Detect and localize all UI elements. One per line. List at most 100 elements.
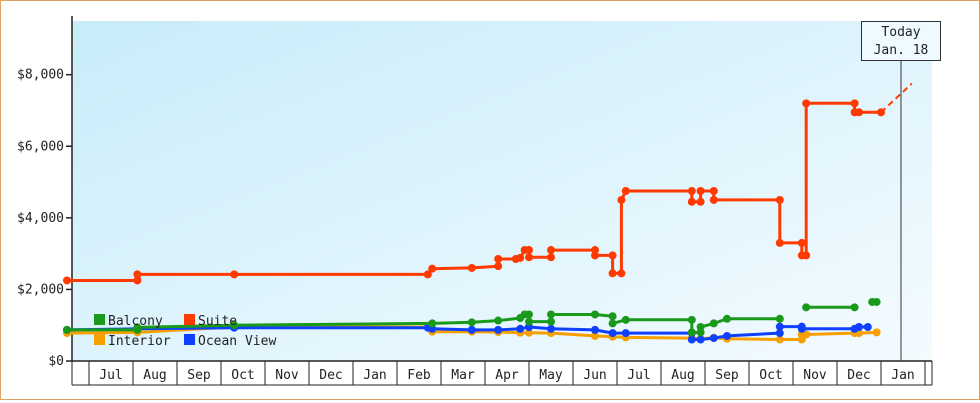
data-point-ocean-view [775,322,784,331]
data-point-balcony [687,328,696,337]
x-tick-label: Jul [627,368,650,383]
legend-label: Ocean View [198,334,276,349]
today-date: Jan. 18 [873,43,929,58]
legend-label: Balcony [108,314,163,329]
data-point-ocean-view [494,325,503,334]
data-point-ocean-view [608,329,617,338]
data-point-balcony [547,310,555,319]
data-point-suite [230,270,239,279]
data-point-suite [547,253,555,262]
x-tick-label: Aug [671,368,694,383]
x-tick-label: Nov [803,368,827,383]
data-point-suite [525,253,533,262]
x-tick-label: Dec [319,368,342,383]
data-point-balcony [687,315,696,324]
series-group [63,82,913,344]
y-tick-label: $8,000 [17,68,64,83]
legend-label: Suite [198,314,237,329]
data-point-balcony [872,297,881,306]
x-tick-label: Oct [759,368,782,383]
series-suite [63,82,913,285]
legend-swatch [184,314,195,325]
data-point-balcony [230,321,239,330]
data-point-suite [608,269,617,278]
data-point-interior [525,328,533,337]
series-ocean-view [63,322,872,344]
data-point-balcony [802,303,811,312]
x-tick-label: Jun [583,368,606,383]
legend: Balcony Suite Interior Ocean View [94,314,276,349]
data-point-balcony [591,310,599,319]
data-point-suite [775,195,784,204]
x-tick-label: Apr [495,368,519,383]
data-point-suite [709,195,718,204]
x-tick-label: Jul [99,368,122,383]
data-point-suite [855,108,863,117]
data-point-suite [775,238,784,247]
x-tick-label: Nov [275,368,299,383]
data-point-interior [872,328,881,337]
y-tick-label: $2,000 [17,282,64,297]
data-point-suite [696,197,705,206]
x-tick-label: Feb [407,368,431,383]
data-point-suite [802,99,811,108]
x-tick-label: Aug [143,368,166,383]
data-point-ocean-view [516,324,525,333]
data-point-suite [617,269,626,278]
data-point-ocean-view [855,323,863,331]
data-point-balcony [428,319,437,328]
data-point-suite [516,253,525,262]
data-point-balcony [850,303,859,312]
data-point-ocean-view [696,335,705,344]
x-tick-label: May [539,368,563,383]
data-point-balcony [63,325,71,334]
data-point-balcony [775,314,784,323]
data-point-balcony [547,317,555,326]
today-label: Today [881,25,921,40]
data-point-balcony [723,314,731,323]
data-point-balcony [525,310,533,319]
data-point-ocean-view [591,325,599,334]
legend-label: Interior [108,334,171,349]
y-tick-label: $4,000 [17,211,64,226]
data-point-suite [591,251,599,260]
x-tick-label: Sep [715,368,739,383]
data-point-suite [797,238,806,247]
data-point-balcony [608,312,617,321]
data-point-suite [63,276,71,285]
today-marker-box: Today Jan. 18 [861,21,941,61]
x-tick-label: Oct [231,368,254,383]
data-point-suite [547,246,555,255]
x-tick-label: Sep [187,368,211,383]
data-point-balcony [133,323,142,332]
data-point-ocean-view [709,334,718,343]
data-point-ocean-view [723,331,731,340]
data-point-balcony [608,319,617,328]
series-balcony [63,297,881,337]
data-point-suite [850,99,859,108]
data-point-suite [709,187,718,195]
data-point-balcony [494,316,503,325]
data-point-ocean-view [863,323,872,331]
data-point-ocean-view [775,329,784,338]
y-tick-label: $0 [48,354,64,369]
data-point-ocean-view [547,324,555,333]
data-point-suite [133,276,142,285]
data-point-suite [696,187,705,195]
data-point-balcony [709,319,718,328]
data-point-suite [428,264,437,273]
data-point-suite [467,263,476,272]
data-point-ocean-view [467,325,476,334]
data-point-suite [621,187,630,195]
data-point-suite [687,197,696,206]
x-axis: Jul Aug Sep Oct Nov Dec Jan Feb Mar Apr May Jun Jul A… [71,61,933,386]
data-point-suite [617,195,626,204]
legend-swatch [94,314,105,325]
x-tick-label: Jan [891,368,914,383]
x-tick-label: Mar [451,368,475,383]
data-point-balcony [467,318,476,327]
legend-swatch [184,334,195,345]
data-point-suite [802,251,811,260]
